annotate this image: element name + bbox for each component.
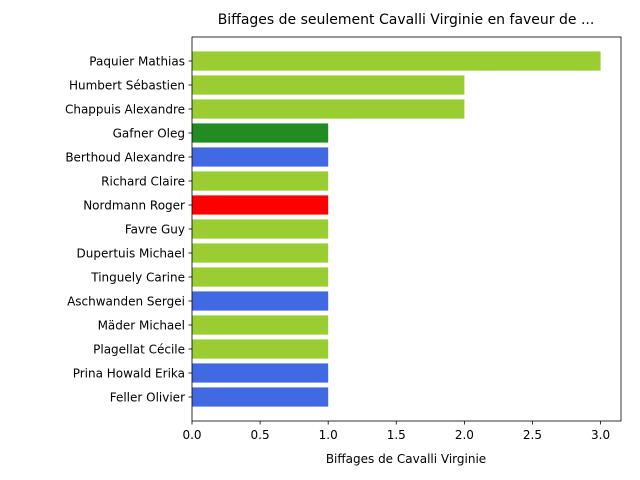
chart-title: Biffages de seulement Cavalli Virginie e… [218,12,595,28]
x-tick-label: 0.0 [182,428,201,442]
bar [192,195,329,215]
y-tick-label: Richard Claire [101,175,185,189]
x-tick-label: 2.0 [455,428,474,442]
x-tick-label: 1.0 [319,428,338,442]
bar [192,387,329,407]
bar [192,75,465,95]
y-tick-label: Favre Guy [125,223,185,237]
y-tick-label: Mäder Michael [98,319,185,333]
bar [192,363,329,383]
x-tick-label: 0.5 [251,428,270,442]
bar [192,315,329,335]
y-tick-label: Chappuis Alexandre [65,103,185,117]
x-axis-ticks: 0.0 0.5 1.0 1.5 2.0 2.5 3.0 [182,421,610,442]
y-tick-label: Gafner Oleg [113,127,185,141]
x-tick-label: 1.5 [387,428,406,442]
bar [192,219,329,239]
bar [192,51,601,71]
y-tick-label: Tinguely Carine [90,271,185,285]
y-tick-label: Feller Olivier [110,391,185,405]
y-tick-label: Paquier Mathias [89,55,185,69]
bar [192,99,465,119]
plot-frame [191,36,622,422]
y-tick-label: Humbert Sébastien [69,79,185,93]
y-tick-label: Dupertuis Michael [77,247,185,261]
bar [192,291,329,311]
bars-group [192,51,601,407]
bar [192,267,329,287]
y-axis-ticks: Paquier Mathias Humbert Sébastien Chappuis… [65,55,192,405]
bar [192,123,329,143]
bar [192,171,329,191]
bar [192,339,329,359]
y-tick-label: Prina Howald Erika [73,367,185,381]
bar [192,243,329,263]
y-tick-label: Berthoud Alexandre [65,151,185,165]
y-tick-label: Nordmann Roger [83,199,185,213]
y-tick-label: Plagellat Cécile [93,343,185,357]
bar [192,147,329,167]
x-axis-label: Biffages de Cavalli Virginie [326,452,486,466]
x-tick-label: 3.0 [591,428,610,442]
y-tick-label: Aschwanden Sergei [67,295,185,309]
x-tick-label: 2.5 [523,428,542,442]
